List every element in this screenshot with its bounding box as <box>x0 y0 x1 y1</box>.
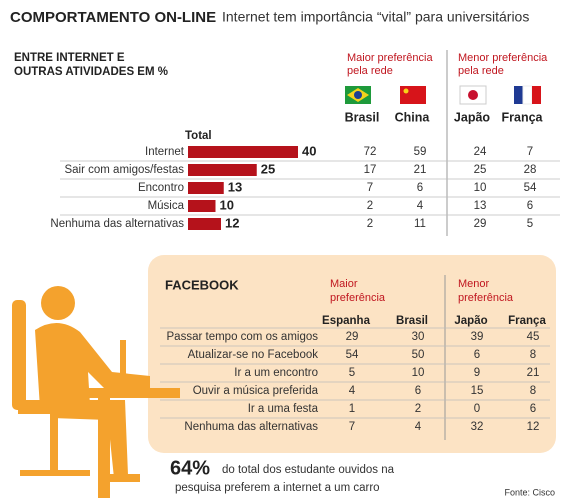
value-label: 12 <box>225 215 239 230</box>
flags <box>345 85 541 105</box>
column-header: Espanha <box>322 315 371 327</box>
cell: 2 <box>367 218 373 230</box>
group-label: Menor <box>458 278 490 290</box>
chart-title: ENTRE INTERNET E <box>14 52 125 64</box>
cell: 50 <box>412 349 425 361</box>
bar <box>188 164 257 176</box>
cell: 54 <box>346 349 359 361</box>
chart-title: OUTRAS ATIVIDADES EM % <box>14 66 168 78</box>
category-label: Internet <box>145 146 185 158</box>
cell: 4 <box>415 421 422 433</box>
category-label: Encontro <box>138 182 184 194</box>
cell: 11 <box>414 218 426 230</box>
cell: 10 <box>412 367 425 379</box>
cell: 4 <box>349 385 356 397</box>
category-label: Música <box>148 200 185 212</box>
cell: 6 <box>527 200 533 212</box>
value-label: 13 <box>228 179 242 194</box>
bar <box>188 218 221 230</box>
cell: 1 <box>349 403 355 415</box>
bar <box>188 182 224 194</box>
footer-text: do total dos estudante ouvidos na <box>222 464 395 476</box>
source: Fonte: Cisco <box>504 487 555 497</box>
cell: 7 <box>527 146 533 158</box>
row-label: Ouvir a música preferida <box>193 385 319 397</box>
cell: 13 <box>474 200 487 212</box>
cell: 6 <box>474 349 480 361</box>
group-label: pela rede <box>347 65 393 77</box>
group-label: pela rede <box>458 65 504 77</box>
cell: 10 <box>474 182 487 194</box>
cell: 6 <box>415 385 421 397</box>
row-label: Atualizar-se no Facebook <box>188 349 319 361</box>
subtitle: Internet tem importância “vital” para un… <box>222 9 529 25</box>
cell: 2 <box>415 403 421 415</box>
cell: 5 <box>527 218 533 230</box>
cell: 25 <box>474 164 487 176</box>
column-header: Brasil <box>396 315 428 327</box>
category-label: Nenhuma das alternativas <box>50 218 184 230</box>
bar <box>188 146 298 158</box>
cell: 15 <box>471 385 484 397</box>
column-header: França <box>508 315 546 327</box>
cell: 32 <box>471 421 484 433</box>
cell: 29 <box>346 331 359 343</box>
cell: 59 <box>414 146 427 158</box>
cell: 17 <box>364 164 377 176</box>
group-label: preferência <box>458 292 514 304</box>
cell: 6 <box>417 182 423 194</box>
group-label: Maior <box>330 278 358 290</box>
cell: 6 <box>530 403 536 415</box>
cell: 9 <box>474 367 480 379</box>
cell: 8 <box>530 349 536 361</box>
group-label: Menor preferência <box>458 52 548 64</box>
column-header: Japão <box>454 315 487 327</box>
group-label: Maior preferência <box>347 52 433 64</box>
title: COMPORTAMENTO ON-LINE <box>10 9 216 26</box>
cell: 12 <box>527 421 540 433</box>
column-header: Japão <box>454 110 490 124</box>
facebook-title: FACEBOOK <box>165 277 239 292</box>
row-label: Nenhuma das alternativas <box>184 421 318 433</box>
cell: 39 <box>471 331 484 343</box>
bar <box>188 200 216 212</box>
highlight: 64% <box>170 457 210 479</box>
footer-text: pesquisa preferem a internet a um carro <box>175 482 380 494</box>
value-label: 25 <box>261 161 275 176</box>
cell: 21 <box>414 164 427 176</box>
cell: 8 <box>530 385 536 397</box>
series-name: Total <box>185 130 212 142</box>
cell: 0 <box>474 403 480 415</box>
cell: 4 <box>417 200 424 212</box>
cell: 29 <box>474 218 487 230</box>
column-header: França <box>502 110 544 124</box>
cell: 2 <box>367 200 373 212</box>
value-label: 40 <box>302 143 316 158</box>
cell: 7 <box>367 182 373 194</box>
person-silhouette <box>12 286 180 498</box>
cell: 5 <box>349 367 355 379</box>
facebook-panel <box>148 255 556 453</box>
cell: 54 <box>524 182 537 194</box>
cell: 24 <box>474 146 487 158</box>
cell: 21 <box>527 367 540 379</box>
cell: 45 <box>527 331 540 343</box>
cell: 7 <box>349 421 355 433</box>
value-label: 10 <box>220 197 234 212</box>
cell: 72 <box>364 146 377 158</box>
row-label: Ir a uma festa <box>248 403 319 415</box>
row-label: Ir a um encontro <box>234 367 318 379</box>
cell: 30 <box>412 331 425 343</box>
row-label: Passar tempo com os amigos <box>167 331 319 343</box>
group-label: preferência <box>330 292 386 304</box>
category-label: Sair com amigos/festas <box>64 164 184 176</box>
column-header: China <box>395 110 431 124</box>
cell: 28 <box>524 164 537 176</box>
column-header: Brasil <box>345 110 380 124</box>
